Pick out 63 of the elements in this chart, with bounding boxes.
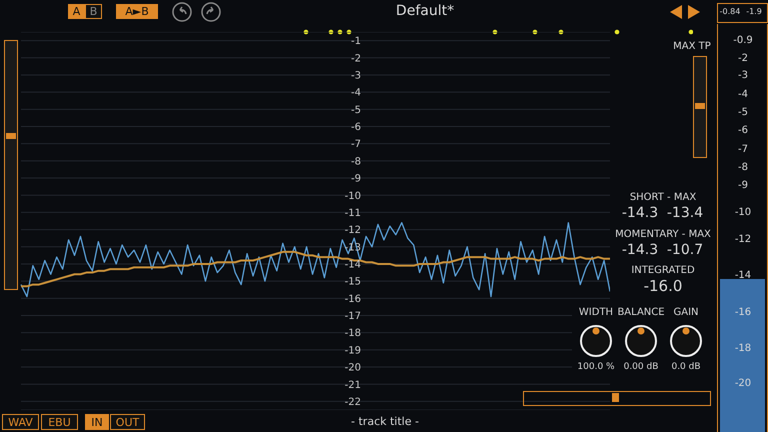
y-tick-label: -4 <box>351 88 361 99</box>
y-tick-label: -10 <box>344 190 361 202</box>
text: 0.0 dB <box>670 362 702 372</box>
y-tick-label: -18 <box>344 328 361 340</box>
text: MOMENTARY - MAX <box>614 229 712 240</box>
y-tick-label: -12 <box>344 225 361 236</box>
annotation: WIDTH <box>578 307 614 318</box>
text: -12 <box>734 234 752 245</box>
y-tick-label: -22 <box>344 396 361 408</box>
text: A►B <box>116 4 158 19</box>
text: -10 <box>734 207 752 218</box>
text: -18 <box>734 343 752 354</box>
text: A <box>68 4 85 19</box>
text: -2 <box>737 53 749 64</box>
y-tick-label: -19 <box>344 345 361 356</box>
text: -6 <box>737 125 749 136</box>
text: MAX TP <box>672 41 712 52</box>
text: -13.4 <box>666 205 704 221</box>
y-tick-label: -20 <box>344 362 361 374</box>
text: -14.3 <box>620 242 660 258</box>
y-tick-label: -3 <box>351 70 361 82</box>
text: -3 <box>737 70 749 81</box>
y-tick-label: -17 <box>344 311 361 322</box>
text: EBU <box>41 414 78 430</box>
text: -4 <box>737 89 749 100</box>
text: IN <box>85 414 109 430</box>
y-tick-label: -16 <box>344 294 361 305</box>
text: OUT <box>110 414 145 430</box>
text: -0.9 <box>732 35 754 46</box>
text: 0.00 dB <box>622 362 660 372</box>
y-tick-label: -1 <box>351 36 361 48</box>
annotation: 100.0 % <box>576 362 616 372</box>
y-tick-label: -15 <box>344 276 361 288</box>
text: B <box>85 4 102 19</box>
line-series <box>20 250 610 288</box>
text: -20 <box>734 378 752 389</box>
text: -5 <box>737 107 749 118</box>
text: WAV <box>2 414 39 430</box>
text: BALANCE <box>617 307 665 318</box>
text: GAIN <box>673 307 699 318</box>
text: -1.9 <box>745 7 763 16</box>
text: -0.84 <box>718 7 742 16</box>
text: SHORT - MAX <box>628 192 698 203</box>
text: -7 <box>737 144 749 155</box>
y-tick-label: -7 <box>351 139 361 150</box>
y-tick-label: -2 <box>351 53 361 64</box>
y-tick-label: -9 <box>351 174 361 185</box>
y-tick-label: -21 <box>344 380 361 391</box>
chart-title: Default* <box>394 3 456 19</box>
text: INTEGRATED <box>630 265 696 276</box>
y-tick-label: -5 <box>351 104 361 116</box>
y-tick-label: -11 <box>344 208 361 219</box>
text: -14.3 <box>620 205 660 221</box>
text: -16.0 <box>642 277 684 295</box>
y-tick-label: -14 <box>344 260 361 271</box>
text: -10.7 <box>666 242 704 258</box>
text: - track title - <box>350 415 420 428</box>
text: -9 <box>737 180 749 191</box>
text: -16 <box>734 307 752 318</box>
text: -14 <box>734 270 752 281</box>
y-tick-label: -8 <box>351 156 361 168</box>
y-tick-label: -6 <box>351 122 361 134</box>
text: -8 <box>737 162 749 173</box>
